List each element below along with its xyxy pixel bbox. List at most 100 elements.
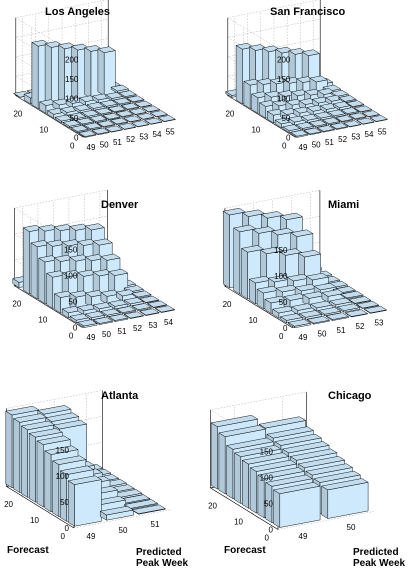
bar-top [110,84,129,92]
bar-top [346,100,365,107]
z-tick-label: 0 [269,526,274,535]
bar-top [44,445,79,455]
panel-chicago: 0 50 100 150 49 50 0 10 20 Chicago [208,390,375,543]
bar [62,119,81,129]
bar [89,115,108,123]
bar [108,313,129,322]
bar-top [108,268,129,276]
bar-top [157,115,176,122]
bar-top [335,115,354,122]
bar [356,300,379,309]
bar-top [299,310,322,318]
bar-top [343,120,362,127]
bar [301,113,320,123]
y-tick-label: 10 [234,518,243,527]
bar-top [303,127,322,135]
bar-top [282,441,330,454]
bar-top [290,229,314,237]
bar-top [271,227,295,236]
bar-front [74,479,102,527]
z-tick-label: 50 [69,114,78,123]
chart-title: Chicago [328,390,372,402]
bar [102,112,121,121]
bar-top [291,303,315,311]
x-tick-label: 52 [356,322,365,331]
panel-san-francisco: 0 50 100 150 200 49 50 51 52 53 54 55 0 10 20 San Franc… [225,0,388,152]
y-tick-label: 0 [265,534,270,543]
bar [322,117,341,126]
bar-top [113,97,132,105]
predicted-label-line2-2: Peak Week [353,558,406,569]
bar-top [36,435,71,445]
bar-top [61,306,82,314]
bar [139,295,160,304]
bar-top [99,505,134,516]
bar [100,99,118,109]
bar-side [218,432,226,495]
bar [295,122,314,131]
y-tick-label: 20 [12,300,21,309]
grid-floor-y [82,309,176,328]
bar [369,115,388,123]
bar-top [121,102,139,110]
bar [327,109,346,118]
bar-top [89,115,108,122]
grid-floor-y [73,509,171,529]
z-tick-label: 200 [277,55,291,64]
bar [93,316,113,325]
bar-top [325,95,344,102]
bar [97,46,116,96]
bar [123,115,142,123]
bar-top [142,105,160,113]
bar-top [69,290,90,298]
bar [309,119,327,128]
y-tick-label: 0 [279,332,284,341]
bar-side [242,460,249,509]
bar-top [295,122,314,129]
bar-side [30,242,38,300]
bar-top [131,504,166,514]
bar-top [21,420,55,431]
bar-top [61,270,82,278]
bar-top [110,117,129,125]
bar-top [81,109,100,117]
bar-side [5,410,13,489]
bar-side [67,480,75,527]
bar-top [107,105,126,113]
bar-side [273,489,281,528]
forecast-axis-label-2: Forecast [224,545,266,556]
bar-side [249,278,256,305]
bar-top [356,117,375,125]
bar [346,100,365,108]
bar-top [318,307,341,315]
bar-top [321,289,345,297]
bar [340,107,359,116]
bar-top [298,249,321,258]
bar-top [256,285,280,294]
x-tick-label: 54 [153,130,162,139]
y-tick-label: 10 [30,516,39,525]
bar-side [31,42,39,109]
bar-top [85,290,105,298]
bar [118,122,136,130]
bar [134,100,153,108]
bar-top [149,110,168,117]
bar-top [38,255,59,263]
y-tick-label: 20 [223,300,232,309]
y-tick-label: 10 [39,125,48,134]
y-tick-label: 10 [38,316,47,325]
bar-top [92,302,113,310]
bar-top [287,273,310,282]
x-tick-label: 50 [102,330,111,339]
bar [131,504,166,515]
bar [128,108,147,116]
z-tick-label: 150 [277,75,291,84]
bar [299,310,322,320]
x-tick-label: 52 [338,135,347,144]
bar [126,95,145,103]
chart-title: Denver [101,199,139,211]
bar-top [69,254,90,262]
bar [123,297,144,307]
bar [149,110,168,118]
bar-top [136,112,155,120]
